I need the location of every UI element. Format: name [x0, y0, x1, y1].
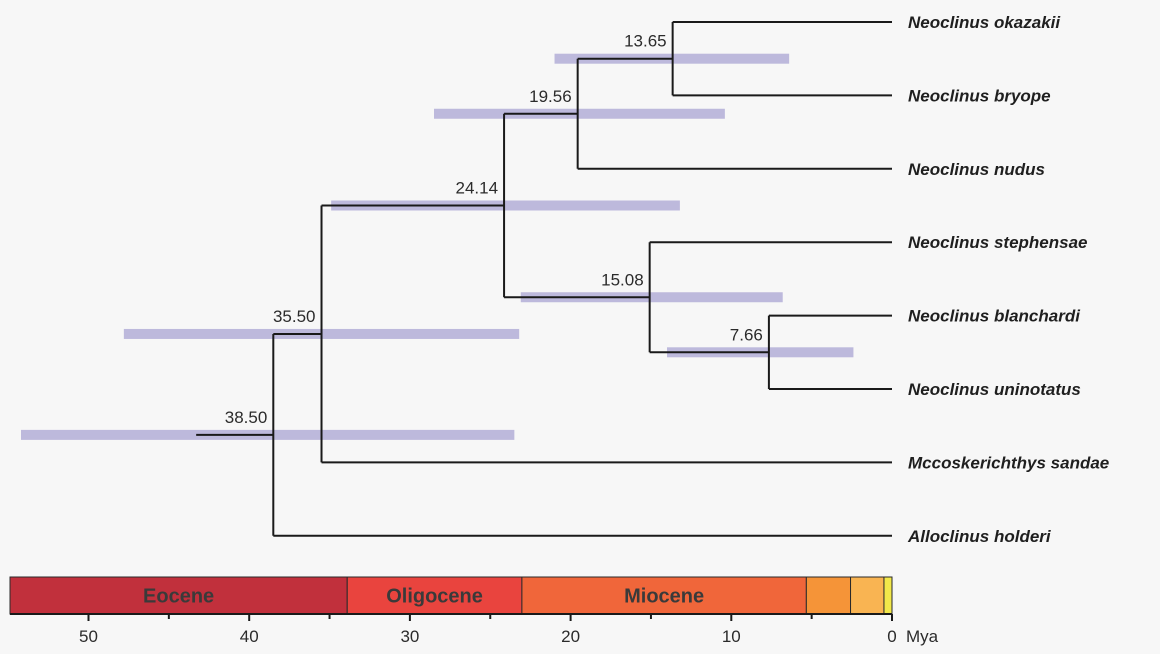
epoch-band — [805, 576, 852, 615]
node-age-label: 24.14 — [456, 179, 499, 198]
hpd-bar-n2 — [434, 108, 725, 119]
node-age-label: 38.50 — [225, 408, 268, 427]
taxon-labels: Neoclinus okazakii Neoclinus bryope Neocli… — [907, 13, 1109, 546]
epoch-label: Miocene — [624, 586, 704, 608]
hpd-bar-n4 — [520, 292, 783, 303]
tick-label: 40 — [240, 627, 259, 646]
hpd-bars — [21, 53, 854, 440]
branches — [196, 21, 892, 537]
time-axis-ticks: 50 40 30 20 10 0 — [79, 614, 897, 646]
taxon-label-holderi: Alloclinus holderi — [907, 527, 1052, 546]
taxon-label-sandae: Mccoskerichthys sandae — [908, 453, 1109, 472]
geologic-timescale: Eocene Oligocene Miocene 50 40 30 20 10 0 Mya — [9, 576, 939, 646]
taxon-label-blanchardi: Neoclinus blanchardi — [908, 307, 1081, 326]
node-age-label: 13.65 — [624, 32, 667, 51]
taxon-label-okazakii: Neoclinus okazakii — [908, 13, 1061, 32]
taxon-label-nudus: Neoclinus nudus — [908, 160, 1045, 179]
taxon-label-uninotatus: Neoclinus uninotatus — [908, 380, 1081, 399]
time-axis-unit: Mya — [906, 627, 939, 646]
epoch-band — [346, 576, 523, 615]
epoch-bar: Eocene Oligocene Miocene — [9, 576, 893, 615]
epoch-band — [9, 576, 348, 615]
epoch-band — [521, 576, 807, 615]
epoch-label: Oligocene — [386, 586, 483, 608]
taxon-label-bryope: Neoclinus bryope — [908, 86, 1051, 105]
tick-label: 0 — [887, 627, 896, 646]
node-age-label: 7.66 — [730, 325, 763, 344]
tick-label: 20 — [561, 627, 580, 646]
node-age-label: 15.08 — [601, 270, 644, 289]
epoch-label: Eocene — [143, 586, 214, 608]
epoch-band — [883, 576, 893, 615]
tick-label: 50 — [79, 627, 98, 646]
epoch-band — [850, 576, 885, 615]
tick-label: 10 — [722, 627, 741, 646]
hpd-bar-n5 — [331, 200, 680, 211]
node-age-label: 19.56 — [529, 87, 572, 106]
node-age-label: 35.50 — [273, 307, 316, 326]
taxon-label-stephensae: Neoclinus stephensae — [908, 233, 1088, 252]
node-age-labels: 13.65 19.56 7.66 15.08 24.14 35.50 38.50 — [225, 32, 763, 427]
tick-label: 30 — [400, 627, 419, 646]
